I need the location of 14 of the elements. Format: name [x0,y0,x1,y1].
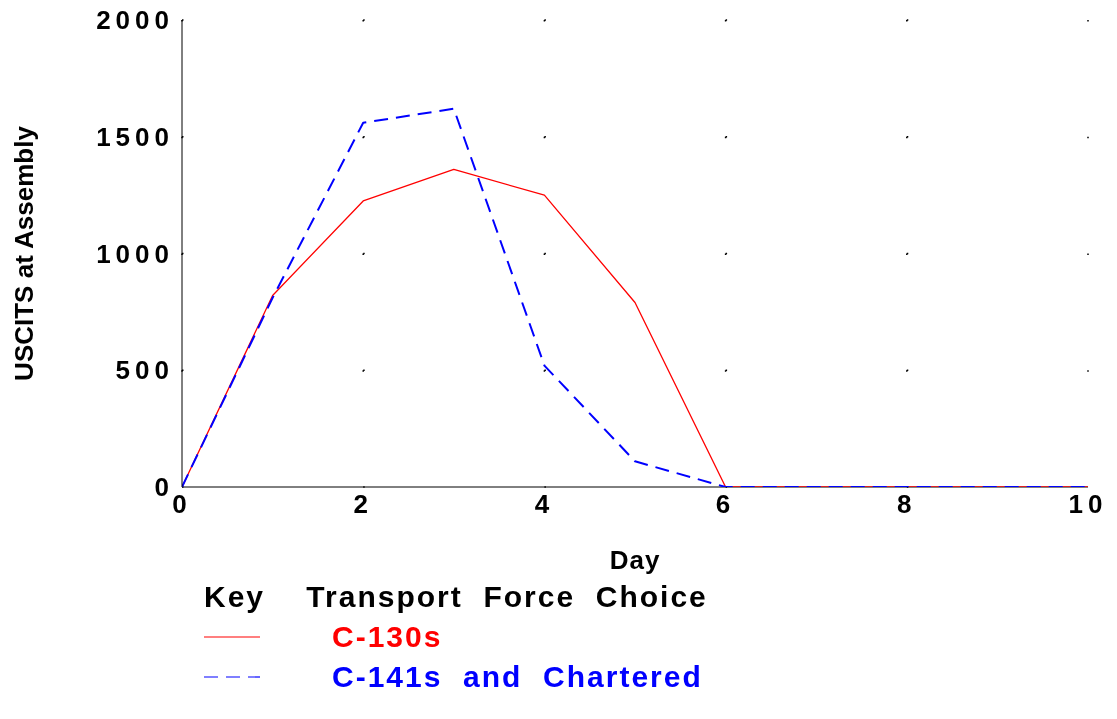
x-tick-label: 8 [897,489,917,520]
y-tick-label: 1500 [96,121,174,152]
y-tick-label: 1000 [96,238,174,269]
legend-title: Key Transport Force Choice [204,579,709,615]
y-tick-label: 500 [115,355,174,386]
y-tick-label: 2000 [96,5,174,36]
x-tick-label: 2 [353,489,373,520]
legend-label: C-141s and Chartered [332,659,703,695]
y-axis-title: USCITS at Assembly [9,125,40,381]
legend-label: C-130s [332,619,443,655]
x-axis-title: Day [609,545,661,575]
x-tick-label: 10 [1068,489,1108,520]
x-tick-label: 6 [715,489,736,520]
x-tick-label: 4 [534,489,555,520]
